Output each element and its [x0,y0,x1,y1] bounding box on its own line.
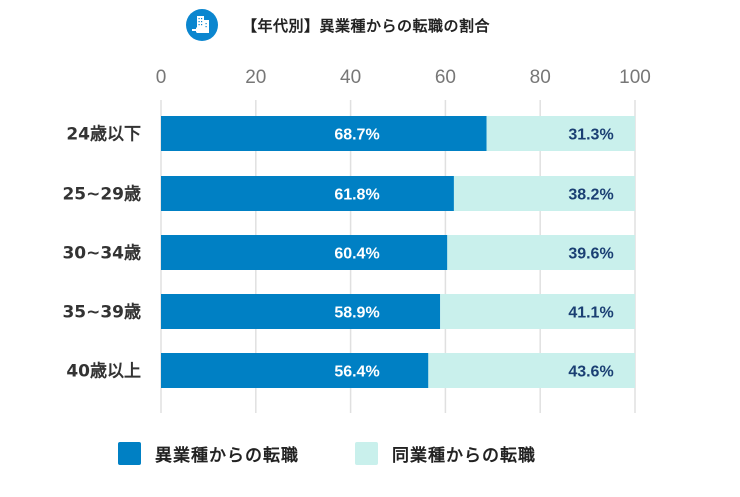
category-label: 24歳以下 [66,124,141,145]
legend-item-different-industry: 異業種からの転職 [118,441,299,466]
bar-different-industry [161,176,454,211]
x-tick-label: 100 [619,67,651,88]
stacked-bar-chart: 0 20 40 60 80 100 68.7% 31.3% 61.8% 38.2% 60.4% 39… [62,67,651,413]
data-label-same-industry: 41.1% [568,305,613,322]
x-tick-label: 20 [245,67,266,88]
data-label-different-industry: 61.8% [334,187,379,204]
category-label: 40歳以上 [66,361,141,382]
bar-same-industry [440,294,635,329]
x-tick-label: 60 [435,67,456,88]
bar-same-industry [486,116,635,151]
bar-different-industry [161,235,448,270]
bar-same-industry [428,353,635,388]
legend-swatch-different-industry [118,442,141,465]
bar-same-industry [447,235,635,270]
legend-label: 異業種からの転職 [155,446,299,466]
x-tick-label: 0 [156,67,167,88]
data-label-same-industry: 39.6% [568,246,613,263]
x-tick-label: 40 [340,67,361,88]
bar-same-industry [453,176,635,211]
bar-different-industry [161,353,429,388]
category-label: 25~29歳 [62,184,141,205]
chart-title: 【年代別】異業種からの転職の割合 [242,16,491,35]
data-label-same-industry: 31.3% [568,127,613,144]
bar-different-industry [161,294,441,329]
legend-label: 同業種からの転職 [392,446,536,466]
category-label: 30~34歳 [62,243,141,264]
data-label-same-industry: 43.6% [568,364,613,381]
data-label-different-industry: 58.9% [334,305,379,322]
bars: 68.7% 31.3% 61.8% 38.2% 60.4% 39.6% 58.9% 41.1%… [161,116,635,388]
x-axis-ticks: 0 20 40 60 80 100 [156,67,651,88]
data-label-different-industry: 60.4% [334,246,379,263]
data-label-different-industry: 56.4% [334,364,379,381]
x-tick-label: 80 [530,67,551,88]
data-label-same-industry: 38.2% [568,187,613,204]
category-label: 35~39歳 [62,302,141,323]
legend-swatch-same-industry [355,442,378,465]
bar-different-industry [161,116,487,151]
category-labels: 24歳以下 25~29歳 30~34歳 35~39歳 40歳以上 [62,124,141,382]
legend-item-same-industry: 同業種からの転職 [355,441,536,466]
legend: 異業種からの転職 同業種からの転職 [118,441,536,466]
data-label-different-industry: 68.7% [334,127,379,144]
building-icon [186,9,218,41]
chart-title-block: 【年代別】異業種からの転職の割合 [186,8,490,42]
